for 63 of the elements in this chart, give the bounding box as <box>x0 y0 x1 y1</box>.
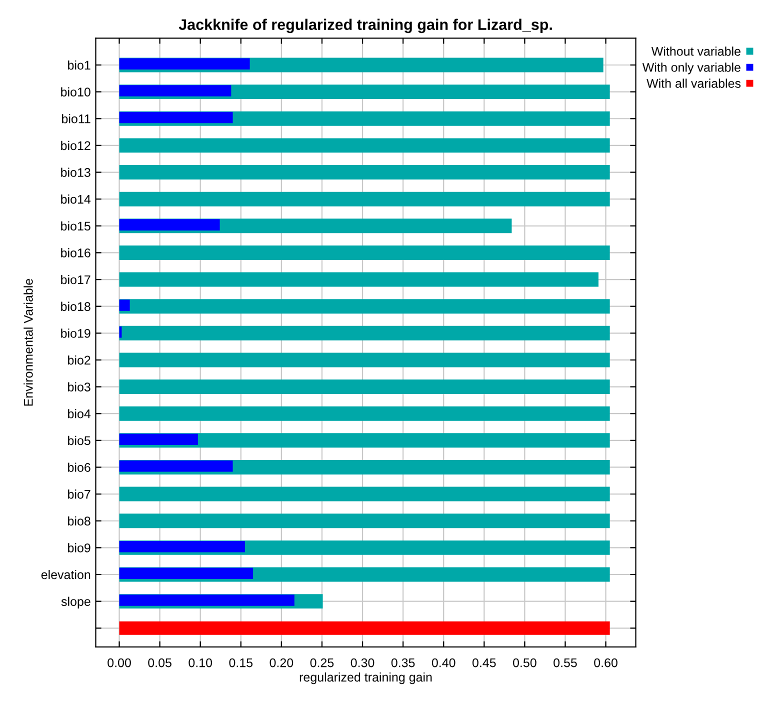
bar <box>119 138 610 153</box>
bar <box>119 192 610 206</box>
x-tick-label: 0.35 <box>391 658 415 668</box>
y-tick-label: bio11 <box>62 114 90 124</box>
x-tick-label: 0.40 <box>432 658 456 668</box>
bar <box>119 540 245 552</box>
y-tick-label: bio5 <box>68 436 90 446</box>
y-tick-label: bio8 <box>68 516 90 526</box>
bar <box>119 85 232 96</box>
legend-label: With all variables <box>646 78 741 88</box>
x-tick-label: 0.00 <box>108 658 131 668</box>
x-tick-label: 0.60 <box>594 658 618 668</box>
legend-label: Without variable <box>651 46 740 56</box>
bar <box>119 406 610 421</box>
y-tick-label: bio2 <box>68 355 90 365</box>
bar <box>119 112 233 124</box>
y-tick-label: bio15 <box>61 221 90 231</box>
y-tick-label: bio3 <box>68 382 90 392</box>
y-tick-label: bio6 <box>68 462 90 472</box>
bar <box>119 245 610 260</box>
y-tick-label: bio18 <box>61 302 90 311</box>
x-tick-label: 0.55 <box>554 658 577 668</box>
y-tick-label: bio4 <box>68 409 91 418</box>
y-tick-label: elevation <box>41 570 90 580</box>
y-tick-label: bio19 <box>61 328 90 338</box>
x-tick-label: 0.15 <box>229 658 253 668</box>
x-tick-label: 0.20 <box>270 658 294 668</box>
bar <box>119 486 610 502</box>
x-tick-label: 0.25 <box>310 658 334 668</box>
x-tick-label: 0.50 <box>513 658 536 668</box>
y-tick-label: bio1 <box>68 60 90 70</box>
x-tick-label: 0.10 <box>188 658 212 668</box>
chart-title: Jackknife of regularized training gain for Lizard_sp. <box>178 18 552 34</box>
y-tick-label: bio10 <box>61 87 90 96</box>
y-tick-label: bio7 <box>68 490 90 499</box>
y-axis-title: Environmental Variable <box>24 278 33 406</box>
bar <box>119 460 233 472</box>
bar <box>119 58 250 70</box>
bar <box>119 594 294 606</box>
x-tick-label: 0.30 <box>350 658 374 668</box>
legend-label: With only variable <box>642 62 740 74</box>
x-tick-label: 0.45 <box>472 658 496 668</box>
bar <box>119 621 610 635</box>
y-tick-label: bio12 <box>61 140 90 150</box>
bar <box>119 434 198 445</box>
bar <box>119 326 610 340</box>
bar <box>119 514 610 528</box>
bar <box>119 380 610 394</box>
y-tick-label: bio16 <box>61 248 90 258</box>
bar <box>119 352 610 368</box>
y-tick-label: bio9 <box>68 543 90 552</box>
bar <box>119 219 220 230</box>
y-tick-label: bio14 <box>61 194 91 204</box>
y-tick-label: bio17 <box>61 274 90 284</box>
x-tick-label: 0.05 <box>148 658 172 668</box>
bar <box>119 299 610 314</box>
bar <box>119 272 598 287</box>
y-tick-label: bio13 <box>61 168 90 177</box>
bar <box>119 568 254 580</box>
bar <box>119 300 130 311</box>
bar <box>119 165 610 180</box>
y-tick-label: slope <box>61 596 90 608</box>
x-axis-title: regularized training gain <box>300 672 432 684</box>
